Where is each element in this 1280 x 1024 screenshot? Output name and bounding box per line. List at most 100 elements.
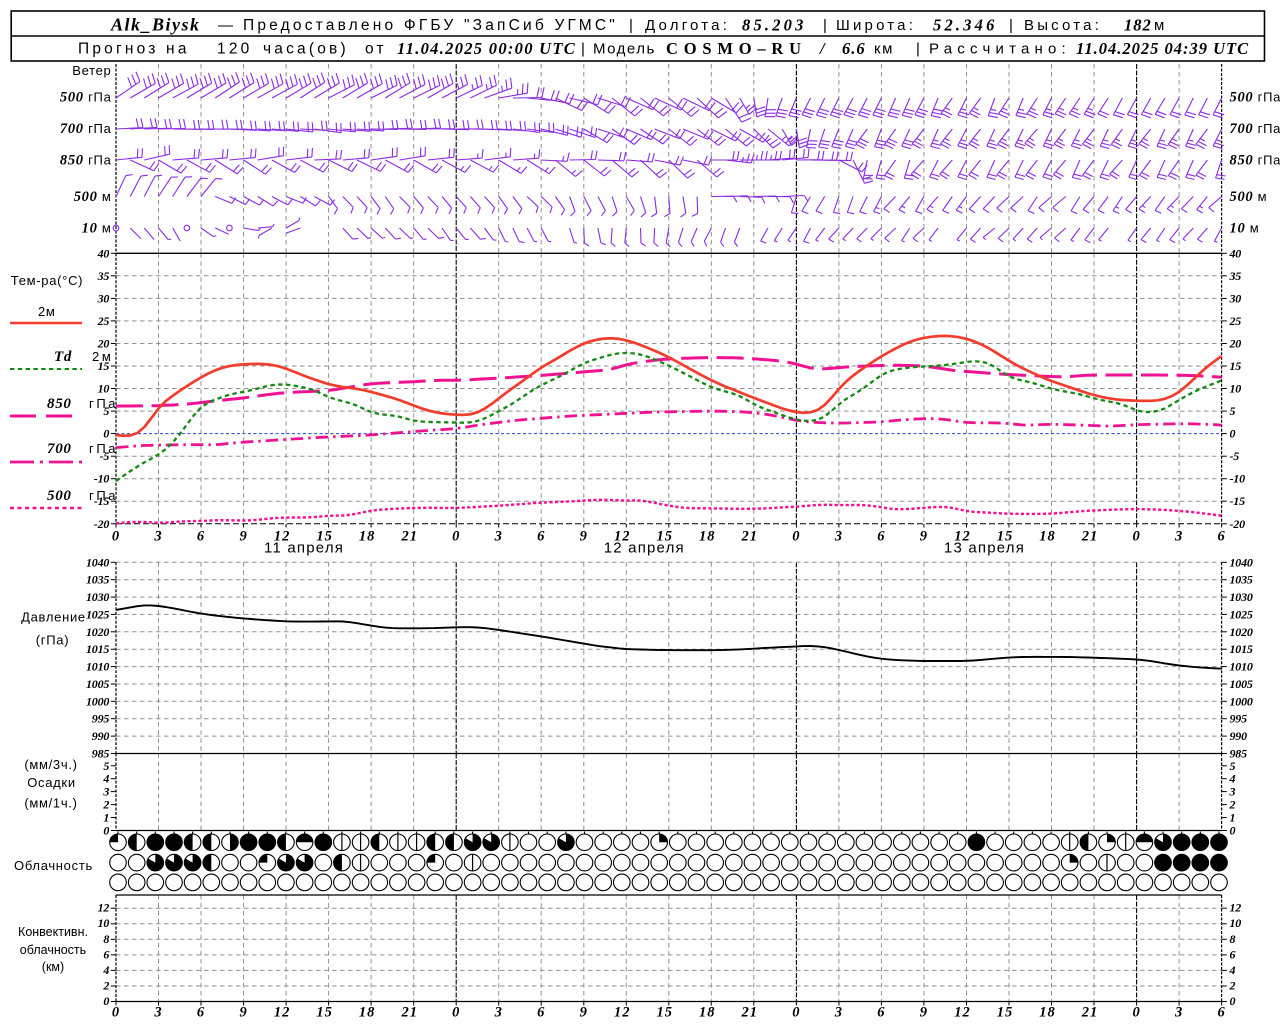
svg-text:6: 6 <box>197 529 205 545</box>
svg-text:0: 0 <box>452 1005 460 1021</box>
svg-text:1025: 1025 <box>1230 607 1253 621</box>
svg-text:8: 8 <box>1230 932 1236 946</box>
svg-text:20: 20 <box>1229 337 1242 351</box>
svg-text:85.203: 85.203 <box>742 16 807 35</box>
svg-text:21: 21 <box>741 1005 759 1021</box>
svg-text:15: 15 <box>657 529 674 545</box>
svg-text:12: 12 <box>614 1005 631 1021</box>
svg-text:10 м: 10 м <box>1230 221 1260 237</box>
svg-text:(гПа): (гПа) <box>36 633 69 648</box>
svg-text:5: 5 <box>103 759 109 773</box>
svg-text:30: 30 <box>1229 291 1242 305</box>
svg-text:Прогноз на: Прогноз на <box>78 41 190 58</box>
svg-text:-20: -20 <box>1230 517 1246 531</box>
svg-text:облачность: облачность <box>20 943 86 957</box>
svg-text:13 апреля: 13 апреля <box>944 540 1025 557</box>
svg-text:120: 120 <box>217 41 252 58</box>
svg-text:1040: 1040 <box>1230 555 1253 569</box>
svg-text:12: 12 <box>98 901 110 915</box>
svg-text:35: 35 <box>1229 269 1242 283</box>
svg-text:3: 3 <box>494 1005 503 1021</box>
svg-text:часа(ов): часа(ов) <box>263 41 349 58</box>
svg-text:1: 1 <box>103 811 109 825</box>
svg-text:1010: 1010 <box>86 660 109 674</box>
svg-text:12: 12 <box>274 1005 291 1021</box>
svg-text:990: 990 <box>1230 729 1248 743</box>
svg-text:1005: 1005 <box>86 677 109 691</box>
svg-text:12: 12 <box>614 529 631 545</box>
svg-text:1005: 1005 <box>1230 677 1253 691</box>
svg-text:0: 0 <box>112 1005 120 1021</box>
svg-text:2: 2 <box>102 979 109 993</box>
svg-text:0: 0 <box>1230 994 1236 1008</box>
svg-text:Облачность: Облачность <box>14 858 93 873</box>
svg-text:6.6: 6.6 <box>842 39 866 58</box>
svg-text:40: 40 <box>97 246 110 260</box>
svg-text:15: 15 <box>997 1005 1014 1021</box>
svg-text:3: 3 <box>102 785 109 799</box>
svg-text:гПа: гПа <box>89 441 118 456</box>
svg-text:12: 12 <box>1230 901 1242 915</box>
svg-text:20: 20 <box>97 337 110 351</box>
svg-text:Широта:: Широта: <box>836 17 916 34</box>
svg-text:500 гПа: 500 гПа <box>1230 90 1280 106</box>
svg-text:0: 0 <box>452 529 460 545</box>
svg-text:12: 12 <box>954 529 971 545</box>
svg-text:1: 1 <box>1230 811 1236 825</box>
svg-text:0: 0 <box>1230 427 1236 441</box>
svg-text:15: 15 <box>316 1005 333 1021</box>
svg-text:995: 995 <box>92 712 110 726</box>
svg-text:21: 21 <box>1081 529 1099 545</box>
svg-text:2м: 2м <box>92 349 113 364</box>
svg-text:гПа: гПа <box>89 488 118 503</box>
svg-text:9: 9 <box>580 1005 588 1021</box>
svg-text:2: 2 <box>1229 798 1236 812</box>
svg-text:9: 9 <box>239 1005 247 1021</box>
svg-text:3: 3 <box>834 529 843 545</box>
svg-text:-5: -5 <box>1230 449 1240 463</box>
svg-text:9: 9 <box>920 529 928 545</box>
svg-text:40: 40 <box>1229 246 1242 260</box>
svg-text:25: 25 <box>1229 314 1242 328</box>
svg-text:11.04.2025 00:00 UTC: 11.04.2025 00:00 UTC <box>397 39 576 58</box>
svg-text:1030: 1030 <box>1230 590 1253 604</box>
svg-text:700 гПа: 700 гПа <box>1230 121 1280 137</box>
svg-text:9: 9 <box>580 529 588 545</box>
svg-text:6: 6 <box>537 1005 545 1021</box>
svg-text:COSMO–RU: COSMO–RU <box>666 39 807 58</box>
svg-text:6: 6 <box>1217 529 1225 545</box>
svg-text:Долгота:: Долгота: <box>645 17 730 34</box>
svg-text:3: 3 <box>494 529 503 545</box>
svg-text:15: 15 <box>316 529 333 545</box>
svg-text:15: 15 <box>657 1005 674 1021</box>
svg-text:—: — <box>218 17 235 34</box>
svg-text:21: 21 <box>400 1005 418 1021</box>
svg-text:|: | <box>916 41 921 58</box>
svg-text:500: 500 <box>47 488 72 504</box>
svg-text:0: 0 <box>103 994 109 1008</box>
svg-text:700 гПа: 700 гПа <box>60 121 112 137</box>
svg-text:10 м: 10 м <box>82 221 112 237</box>
svg-text:6: 6 <box>103 947 109 961</box>
svg-text:850 гПа: 850 гПа <box>60 153 112 169</box>
svg-text:|: | <box>629 17 634 34</box>
svg-text:9: 9 <box>239 529 247 545</box>
svg-text:850 гПа: 850 гПа <box>1230 153 1280 169</box>
svg-text:500 м: 500 м <box>1230 189 1268 205</box>
svg-text:5: 5 <box>103 404 109 418</box>
svg-text:18: 18 <box>359 529 376 545</box>
svg-text:гПа: гПа <box>89 396 118 411</box>
svg-text:182: 182 <box>1124 16 1152 35</box>
svg-text:км: км <box>874 41 894 58</box>
svg-text:11 апреля: 11 апреля <box>264 540 344 557</box>
svg-text:6: 6 <box>197 1005 205 1021</box>
svg-text:8: 8 <box>103 932 109 946</box>
svg-text:990: 990 <box>92 729 110 743</box>
svg-text:15: 15 <box>1230 359 1242 373</box>
svg-text:0: 0 <box>1132 1005 1140 1021</box>
svg-text:3: 3 <box>1174 1005 1183 1021</box>
svg-text:500 м: 500 м <box>74 189 112 205</box>
svg-text:15: 15 <box>997 529 1014 545</box>
svg-text:12: 12 <box>954 1005 971 1021</box>
svg-text:10: 10 <box>1230 382 1242 396</box>
